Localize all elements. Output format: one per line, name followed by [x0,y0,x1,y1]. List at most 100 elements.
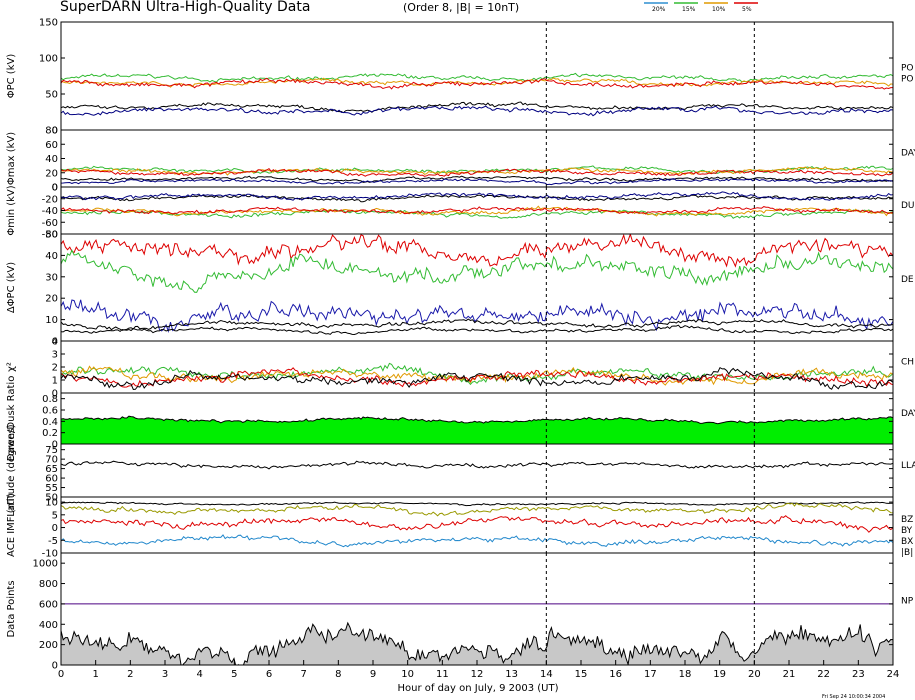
y-tick-label: 5 [52,510,58,521]
x-tick-label: 10 [401,669,414,680]
series-line-3 [61,367,893,391]
x-tick-label: 8 [335,669,341,680]
legend-label: 5% [742,6,752,13]
y-axis-label: Dawn/Dusk Ratio [6,376,17,462]
right-label: DE [901,275,914,285]
y-tick-label: 4 [52,337,58,348]
x-axis: 0 1 2 3 4 5 6 7 8 9 10 11 12 13 14 15 16 17 18 19 20 21 22 23 24 [58,660,899,680]
series-group [61,191,893,219]
right-label: BY [901,526,913,536]
legend: 20% 15% 10% 5% [644,2,758,13]
series-line-4 [61,178,893,186]
y-tick-label: 0.2 [42,428,58,439]
y-axis-label: χ² [6,362,17,372]
y-tick-label: 50 [45,90,58,101]
y-tick-label: 0 [52,126,58,137]
y-tick-label: 10 [45,498,58,509]
x-tick-label: 4 [196,669,202,680]
right-label: PO [901,64,914,74]
series-line-3 [61,534,893,548]
panel-1: 0 20 40 60 80 Φmax (kV) DAY [6,126,915,194]
y-axis-label: ΦPC (kV) [6,54,17,99]
series-group [61,501,893,548]
y-tick-label: 50 [45,230,58,241]
panel-4: 0 1 2 3 4 χ² CH [6,337,914,400]
y-tick-label: 1000 [33,559,58,570]
right-label: |B| [901,548,913,558]
panel-2: -80-60-40-200 Φmin (kV) DU [6,183,915,241]
y-tick-label: 1 [52,376,58,387]
chart-title: SuperDARN Ultra-High-Quality Data [60,0,310,15]
y-tick-label: -20 [42,194,58,205]
y-tick-label: 0 [52,183,58,194]
series-line-3 [61,194,893,203]
y-tick-label: 100 [39,54,58,65]
series-line-2 [61,206,893,215]
series-line-3 [61,318,893,331]
right-label: CH [901,357,914,367]
x-tick-label: 11 [436,669,449,680]
y-tick-label: 0 [52,183,58,194]
y-tick-label: 60 [45,474,58,485]
y-tick-label: -60 [42,218,58,229]
x-tick-label: 9 [370,669,376,680]
y-axis-label: Φmin (kV) [6,185,17,235]
series-group [61,72,893,117]
chart-subtitle: (Order 8, |B| = 10nT) [403,1,519,14]
y-tick-label: -40 [42,206,58,217]
right-label: DAY [901,409,915,419]
series-group [61,165,893,186]
series-line-4 [61,324,893,336]
series-group [61,234,893,336]
y-tick-label: 0 [52,440,58,451]
y-tick-label: 0.4 [42,417,58,428]
legend-label: 15% [682,6,696,13]
x-tick-label: 16 [609,669,622,680]
panel-frame [60,443,894,498]
y-tick-label: 0.8 [42,394,58,405]
series-group [61,415,893,444]
panel-frame [60,340,894,394]
x-tick-label: 17 [644,669,657,680]
series-group [61,362,893,391]
x-tick-label: 7 [300,669,306,680]
panel-frame [60,496,894,554]
x-tick-label: 12 [471,669,484,680]
series-line-0 [61,460,893,470]
timestamp: Fri Sep 24 10:00:34 2004 [822,694,885,700]
series-line-1 [61,502,893,517]
y-tick-label: 40 [45,251,58,262]
series-line-2 [61,77,893,90]
y-tick-label: 80 [45,126,58,137]
y-tick-label: 65 [45,464,58,475]
series-line-2 [61,299,893,333]
panel-frame [60,21,894,131]
series-line-0 [61,209,893,219]
y-tick-label: 400 [39,620,58,631]
x-tick-label: 20 [748,669,761,680]
x-tick-label: 21 [783,669,796,680]
x-tick-label: 13 [505,669,518,680]
right-label: BX [901,537,913,547]
panel-8: 0 200 400 600 800 1000 Data Points NP [6,552,914,672]
right-label: BZ [901,515,913,525]
y-tick-label: 2 [52,363,58,374]
series-line-1 [61,249,893,293]
x-tick-label: 15 [575,669,588,680]
y-tick-label: 200 [39,640,58,651]
legend-label: 10% [712,6,726,13]
right-label: NP [901,596,914,606]
series-line-0 [61,234,893,268]
y-axis-label: Data Points [6,580,17,637]
series-fill [61,416,893,444]
x-tick-label: 19 [713,669,726,680]
x-tick-label: 1 [92,669,98,680]
series-line-0 [61,72,893,83]
y-tick-label: 0 [52,661,58,672]
y-tick-label: 75 [45,445,58,456]
y-tick-label: 70 [45,455,58,466]
y-axis-label: Φmax (kV) [6,132,17,185]
